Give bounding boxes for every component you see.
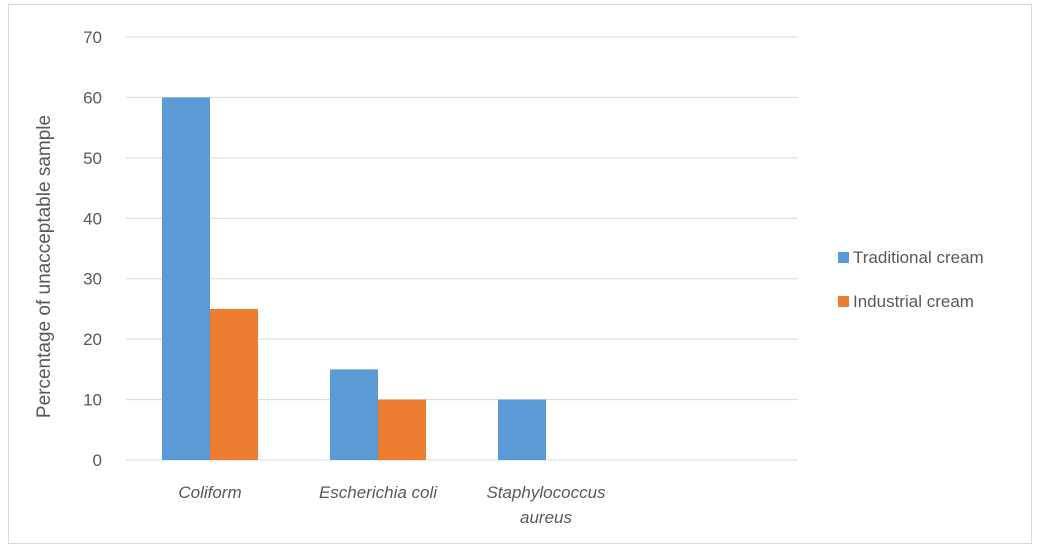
legend-swatch: [838, 296, 849, 307]
x-category-label: Coliform: [178, 483, 241, 502]
x-category-label: Escherichia coli: [319, 483, 438, 502]
y-tick-label: 40: [83, 209, 102, 228]
legend-label: Industrial cream: [853, 291, 974, 311]
y-tick-label: 50: [83, 149, 102, 168]
y-tick-label: 10: [83, 391, 102, 410]
y-axis-title: Percentage of unacceptable sample: [34, 115, 55, 418]
y-tick-label: 0: [93, 451, 102, 470]
legend-item: Traditional cream: [838, 244, 984, 271]
bar-industrial-cream: [210, 308, 258, 460]
legend: Traditional cream Industrial cream: [838, 244, 984, 332]
legend-item: Industrial cream: [838, 288, 984, 315]
y-tick-labels: 0 10 20 30 40 50 60 70: [83, 28, 102, 470]
y-tick-label: 60: [83, 88, 102, 107]
legend-swatch: [838, 252, 849, 263]
bar-traditional-cream: [498, 399, 546, 460]
bars: [162, 97, 546, 460]
legend-label: Traditional cream: [853, 247, 984, 267]
y-tick-label: 70: [83, 28, 102, 47]
bar-industrial-cream: [378, 399, 426, 460]
bar-traditional-cream: [162, 97, 210, 460]
y-tick-label: 20: [83, 330, 102, 349]
bar-traditional-cream: [330, 369, 378, 460]
y-tick-label: 30: [83, 270, 102, 289]
x-category-label: Staphylococcus aureus: [486, 483, 606, 527]
x-category-labels: Coliform Escherichia coli Staphylococcus au…: [178, 483, 606, 527]
